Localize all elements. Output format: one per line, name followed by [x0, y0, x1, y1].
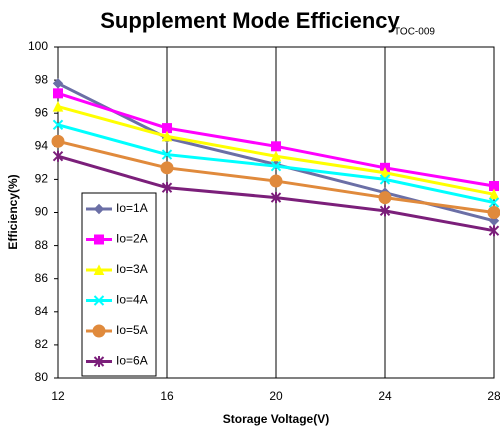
legend-marker [93, 264, 105, 275]
marker [161, 149, 173, 160]
marker [52, 78, 64, 89]
marker [488, 225, 500, 237]
marker [488, 188, 500, 200]
marker [270, 192, 282, 204]
marker [487, 206, 500, 219]
y-tick-label: 100 [28, 39, 48, 53]
marker [378, 191, 392, 205]
x-tick-label: 24 [378, 389, 392, 403]
marker [53, 88, 63, 99]
x-axis-label: Storage Voltage(V) [223, 412, 329, 426]
legend-marker [93, 356, 105, 367]
marker [270, 160, 282, 172]
y-tick-label: 92 [35, 172, 49, 186]
y-tick-label: 82 [35, 337, 49, 351]
legend-box [81, 192, 157, 377]
y-tick-label: 88 [35, 238, 49, 252]
y-tick-label: 80 [35, 370, 49, 384]
annotation: TOC-009 [394, 27, 435, 38]
marker [52, 150, 64, 162]
legend-text: Io=6A [116, 354, 148, 368]
legend-marker [93, 295, 105, 306]
y-tick-label: 94 [35, 138, 49, 152]
y-tick-label: 86 [35, 271, 49, 285]
legend-text: Io=1A [116, 201, 148, 215]
marker [51, 134, 65, 148]
marker [52, 100, 64, 112]
legend: Io=1A Io=2A Io=3A Io=4A Io=5A Io=6A [81, 192, 157, 377]
legend-marker [93, 203, 105, 215]
chart-title: Supplement Mode Efficiency [100, 8, 400, 33]
x-tick-label: 12 [51, 389, 65, 403]
marker [488, 197, 500, 208]
y-axis-label: Efficiency(%) [6, 174, 20, 249]
legend-text: Io=4A [116, 293, 148, 307]
marker [161, 130, 173, 142]
y-tick-label: 96 [35, 105, 49, 119]
marker [161, 182, 173, 194]
marker [52, 119, 64, 130]
marker [379, 205, 391, 217]
marker [160, 161, 174, 175]
marker [270, 150, 282, 162]
marker [271, 141, 281, 152]
marker [269, 174, 283, 188]
marker [379, 174, 391, 185]
y-tick-label: 98 [35, 72, 49, 86]
y-tick-label: 84 [35, 304, 49, 318]
x-tick-label: 20 [269, 389, 283, 403]
y-tick-label: 90 [35, 205, 49, 219]
legend-text: Io=3A [116, 262, 148, 276]
x-tick-label: 16 [160, 389, 174, 403]
legend-marker [92, 324, 106, 338]
legend-marker [94, 234, 104, 245]
x-tick-label: 28 [487, 389, 500, 403]
marker [379, 167, 391, 178]
legend-text: Io=2A [116, 232, 148, 246]
legend-text: Io=5A [116, 323, 148, 337]
